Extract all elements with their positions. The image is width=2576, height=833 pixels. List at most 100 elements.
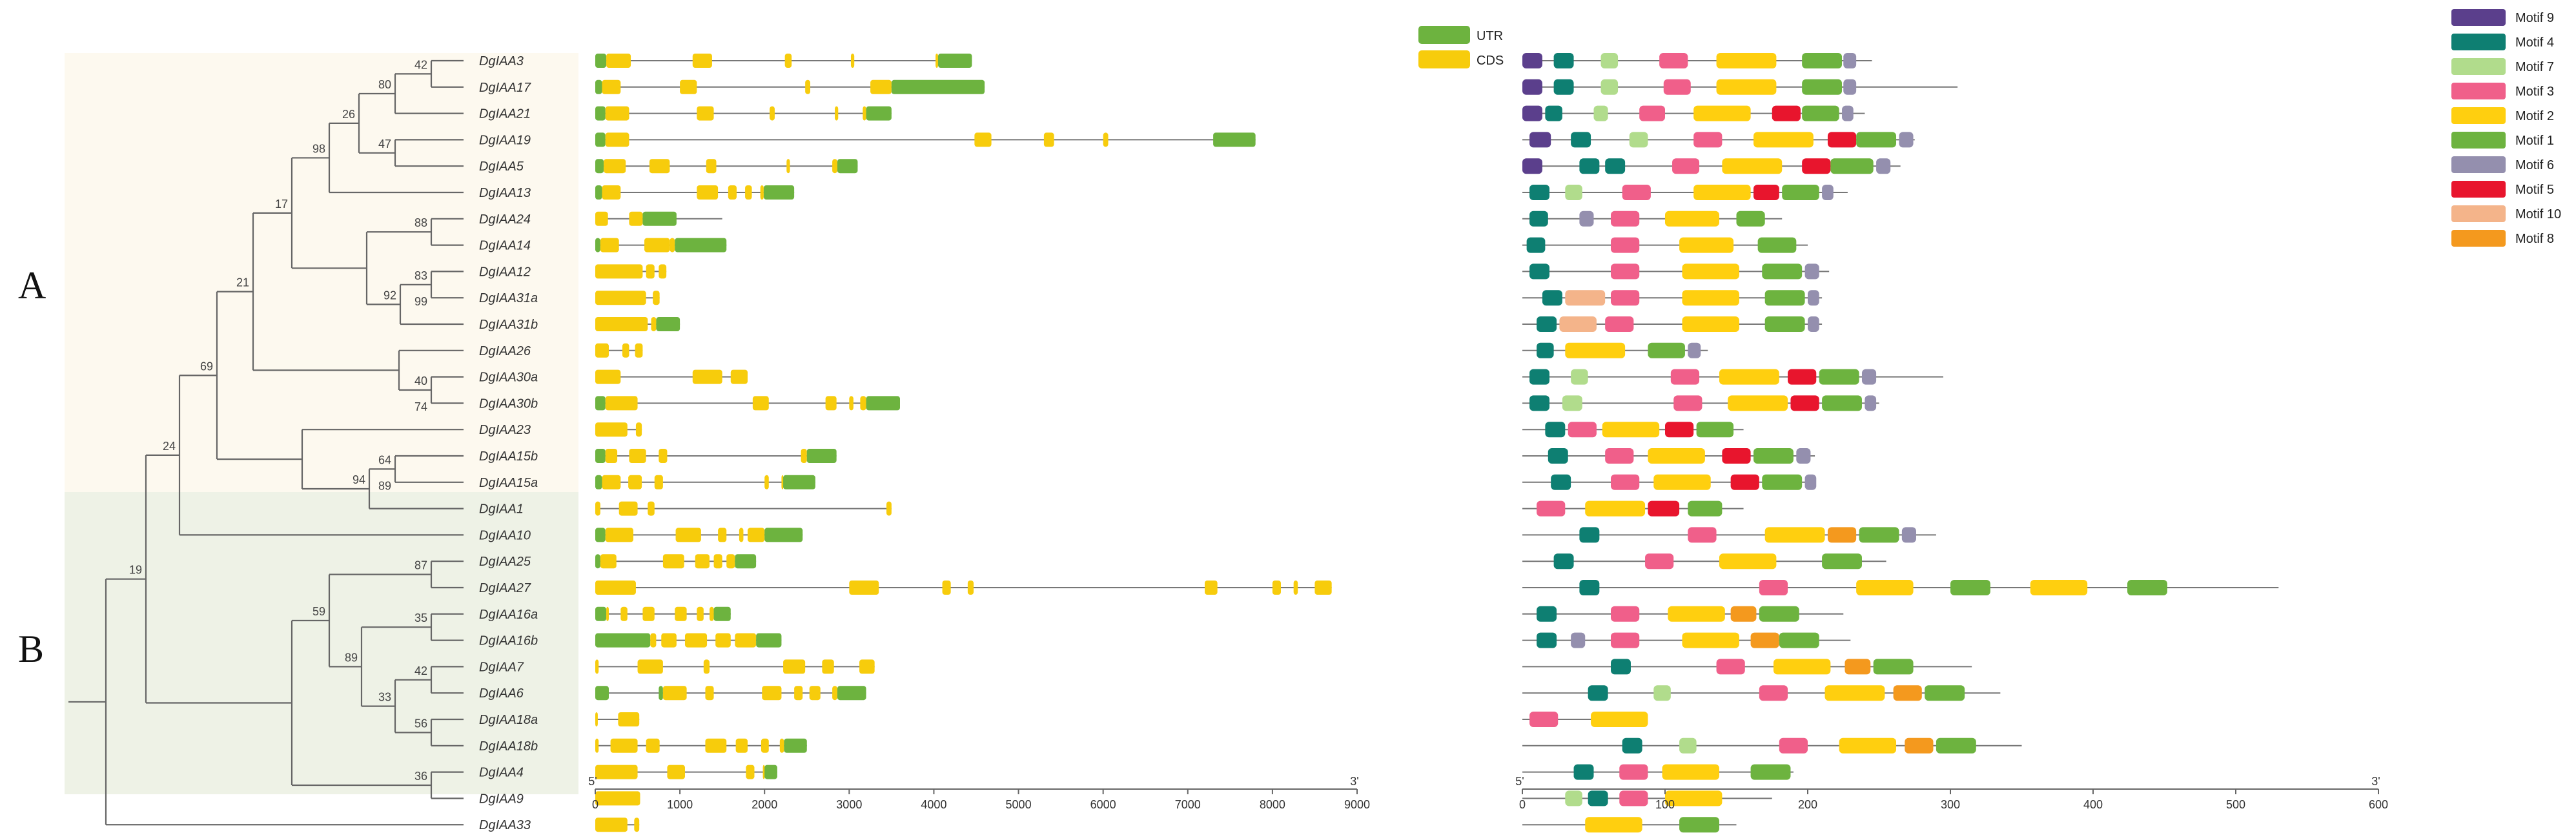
motif-5-block — [1827, 132, 1857, 148]
motif-4-block — [1529, 263, 1549, 280]
motif-4-block — [1542, 290, 1562, 306]
motif-1-block — [1757, 237, 1797, 253]
motif-2-block — [1825, 685, 1885, 701]
bootstrap-value: 69 — [200, 360, 213, 373]
bootstrap-value: 26 — [342, 108, 355, 121]
axis-tick-label: 0 — [592, 798, 598, 811]
cds-block — [735, 738, 748, 753]
cds-block — [684, 633, 708, 648]
motif-7-block — [1653, 685, 1671, 701]
cds-block — [859, 659, 875, 674]
bootstrap-value: 87 — [414, 559, 427, 572]
cds-block — [644, 238, 670, 252]
motif-1-block — [1750, 764, 1791, 780]
motif-6-block — [1579, 211, 1594, 227]
motif-3-block — [1611, 606, 1640, 622]
motif-1-block — [1762, 474, 1803, 490]
motif-2-block — [1722, 158, 1783, 174]
utr-block — [656, 317, 680, 331]
motif-legend-label: Motif 2 — [2515, 109, 2554, 123]
cds-block — [745, 185, 752, 200]
cds-block — [604, 159, 626, 174]
motif-2-block — [1682, 263, 1739, 280]
gene-label: DgIAA7 — [479, 660, 524, 674]
cds-block — [675, 606, 687, 621]
cds-block — [646, 738, 660, 753]
gene-label: DgIAA18a — [479, 713, 538, 727]
axis-tick-label: 1000 — [667, 798, 693, 811]
cds-block — [886, 501, 892, 516]
cds-block — [703, 659, 710, 674]
axis-end-label: 3' — [1350, 775, 1358, 788]
cds-block — [710, 606, 714, 621]
cds-block — [935, 54, 938, 68]
motif-1-block — [1753, 448, 1794, 464]
gene-label: DgIAA14 — [479, 239, 531, 253]
cds-block — [728, 185, 737, 200]
motif-4-block — [1529, 211, 1548, 227]
gene-label: DgIAA3 — [479, 54, 524, 68]
utr-block — [806, 449, 837, 463]
bootstrap-value: 80 — [378, 78, 391, 91]
cds-block — [1205, 581, 1218, 595]
motif-1-block — [1950, 580, 1990, 595]
motif-9-block — [1522, 79, 1542, 95]
bootstrap-value: 42 — [414, 664, 427, 677]
motif-legend-label: Motif 4 — [2515, 36, 2554, 50]
cds-block — [680, 79, 697, 94]
motif-4-block — [1588, 685, 1608, 701]
cds-block — [746, 765, 755, 779]
motif-9-block — [1522, 158, 1542, 174]
motif-8-block — [1905, 737, 1934, 754]
motif-2-block — [1665, 790, 1722, 807]
motif-6-block — [1688, 342, 1701, 358]
bootstrap-value: 33 — [378, 691, 391, 704]
cds-block — [659, 264, 667, 279]
motif-3-block — [1619, 790, 1648, 807]
motif-9-block — [1522, 53, 1542, 68]
gene-label: DgIAA15b — [479, 449, 538, 464]
motif-1-block — [1736, 211, 1765, 227]
cds-block — [695, 554, 710, 569]
cds-block — [760, 185, 764, 200]
cds-block — [1293, 581, 1298, 595]
motif-3-block — [1529, 712, 1559, 727]
motif-1-block — [1696, 422, 1734, 438]
motif-1-block — [1822, 395, 1862, 411]
cds-block — [752, 396, 769, 411]
motif-2-block — [1719, 553, 1777, 570]
axis-tick-label: 7000 — [1175, 798, 1201, 811]
cds-block — [764, 475, 769, 489]
gene-label: DgIAA10 — [479, 528, 531, 542]
gene-structure-legend: UTR CDS — [1418, 26, 1504, 68]
gene-label: DgIAA6 — [479, 686, 524, 701]
cds-block — [620, 606, 628, 621]
motif-2-block — [1591, 712, 1648, 727]
motif-2-block — [1585, 500, 1646, 517]
cds-block — [849, 396, 854, 411]
motif-4-block — [1529, 369, 1549, 385]
cds-block — [605, 396, 638, 411]
utr-block — [764, 765, 777, 779]
motif-2-block — [1728, 395, 1788, 411]
axis-tick-label: 500 — [2226, 798, 2245, 811]
utr-block — [938, 54, 972, 68]
cds-block — [713, 554, 722, 569]
gene-label: DgIAA33 — [479, 818, 531, 832]
motif-legend-label: Motif 10 — [2515, 207, 2561, 221]
motif-7-block — [1600, 53, 1619, 68]
cds-block — [595, 791, 640, 806]
cds-block — [762, 765, 765, 779]
motif-4-block — [1571, 132, 1591, 148]
utr-block — [837, 159, 858, 174]
gene-label: DgIAA9 — [479, 792, 524, 806]
motif-2-block — [1565, 342, 1626, 358]
motif-3-block — [1611, 474, 1640, 490]
clade-a-label: A — [18, 264, 46, 307]
cds-legend-label: CDS — [1477, 54, 1504, 68]
cds-block — [832, 686, 837, 701]
axis-start-label: 5' — [1515, 775, 1524, 788]
motif-1-block — [1802, 79, 1843, 95]
utr-block — [713, 606, 731, 621]
utr-block — [763, 185, 795, 200]
